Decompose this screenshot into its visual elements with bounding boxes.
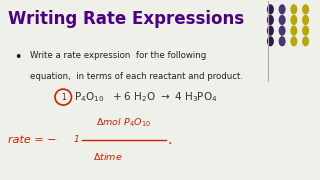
Ellipse shape bbox=[279, 15, 286, 25]
Ellipse shape bbox=[279, 36, 286, 46]
Ellipse shape bbox=[267, 15, 274, 25]
Ellipse shape bbox=[267, 36, 274, 46]
Ellipse shape bbox=[302, 36, 309, 46]
Text: P$_4$O$_{10}$: P$_4$O$_{10}$ bbox=[74, 90, 104, 104]
Ellipse shape bbox=[279, 26, 286, 36]
Text: .: . bbox=[168, 133, 172, 147]
Ellipse shape bbox=[267, 26, 274, 36]
Text: Writing Rate Expressions: Writing Rate Expressions bbox=[8, 10, 244, 28]
Ellipse shape bbox=[290, 36, 297, 46]
Ellipse shape bbox=[302, 4, 309, 15]
Ellipse shape bbox=[267, 4, 274, 15]
Ellipse shape bbox=[290, 15, 297, 25]
Text: equation,  in terms of each reactant and product.: equation, in terms of each reactant and … bbox=[30, 72, 243, 81]
Ellipse shape bbox=[279, 4, 286, 15]
Text: $\Delta$time: $\Delta$time bbox=[93, 151, 123, 162]
Ellipse shape bbox=[302, 26, 309, 36]
Text: rate = −: rate = − bbox=[8, 135, 56, 145]
Text: 1: 1 bbox=[61, 93, 66, 102]
Text: •: • bbox=[14, 51, 21, 64]
Ellipse shape bbox=[290, 4, 297, 15]
Ellipse shape bbox=[290, 26, 297, 36]
Text: $\Delta$mol P$_4$O$_{10}$: $\Delta$mol P$_4$O$_{10}$ bbox=[96, 116, 151, 129]
Text: Write a rate expression  for the following: Write a rate expression for the followin… bbox=[30, 51, 206, 60]
Text: + 6 H$_2$O $\rightarrow$ 4 H$_3$PO$_4$: + 6 H$_2$O $\rightarrow$ 4 H$_3$PO$_4$ bbox=[112, 90, 218, 104]
Ellipse shape bbox=[302, 15, 309, 25]
Text: 1: 1 bbox=[74, 135, 80, 144]
